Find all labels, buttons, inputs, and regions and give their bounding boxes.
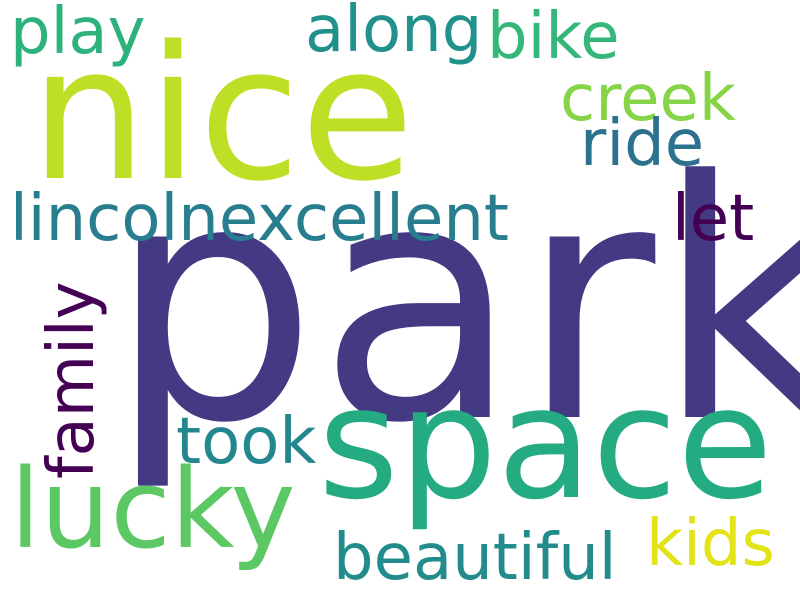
- word-let: let: [672, 182, 755, 256]
- word-creek: creek: [560, 62, 736, 136]
- word-bike: bike: [487, 0, 620, 74]
- word-took: took: [176, 405, 317, 479]
- word-lucky: lucky: [10, 445, 296, 573]
- word-beautiful: beautiful: [333, 521, 617, 595]
- word-along: along: [305, 0, 483, 67]
- word-park: park: [108, 111, 800, 495]
- word-nice: nice: [30, 6, 415, 222]
- word-ride: ride: [580, 107, 705, 181]
- word-lincolnexcellent: lincolnexcellent: [10, 182, 509, 256]
- word-space: space: [318, 353, 773, 534]
- word-play: play: [10, 0, 146, 69]
- word-family: family: [35, 281, 109, 479]
- word-kids: kids: [646, 507, 775, 581]
